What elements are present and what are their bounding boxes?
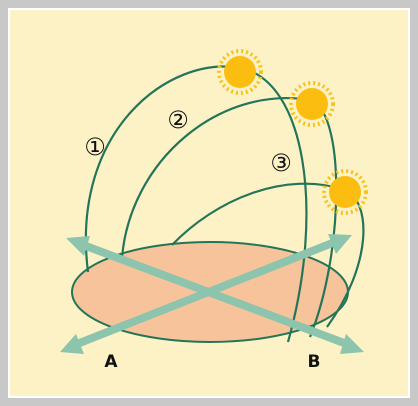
arrow-shaft [70,236,342,350]
sun-disc [329,176,361,208]
sun-disc [296,88,328,120]
path-label: ① [84,133,106,161]
arrowhead [60,334,84,354]
direction-arrows [60,234,364,354]
sun-rays [217,49,263,95]
arrowhead [340,334,364,354]
point-label: A [104,352,118,372]
sun-disc [224,56,256,88]
path-label: ③ [270,149,292,177]
arrowhead [328,234,352,254]
sun [289,81,335,127]
arrow-shaft [76,239,354,350]
sun-rays [322,169,368,215]
sun [322,169,368,215]
sun-rays [289,81,335,127]
arrowhead [66,236,90,256]
sun [217,49,263,95]
suns [217,49,368,215]
point-label: B [308,352,321,372]
path-label: ② [167,106,189,134]
